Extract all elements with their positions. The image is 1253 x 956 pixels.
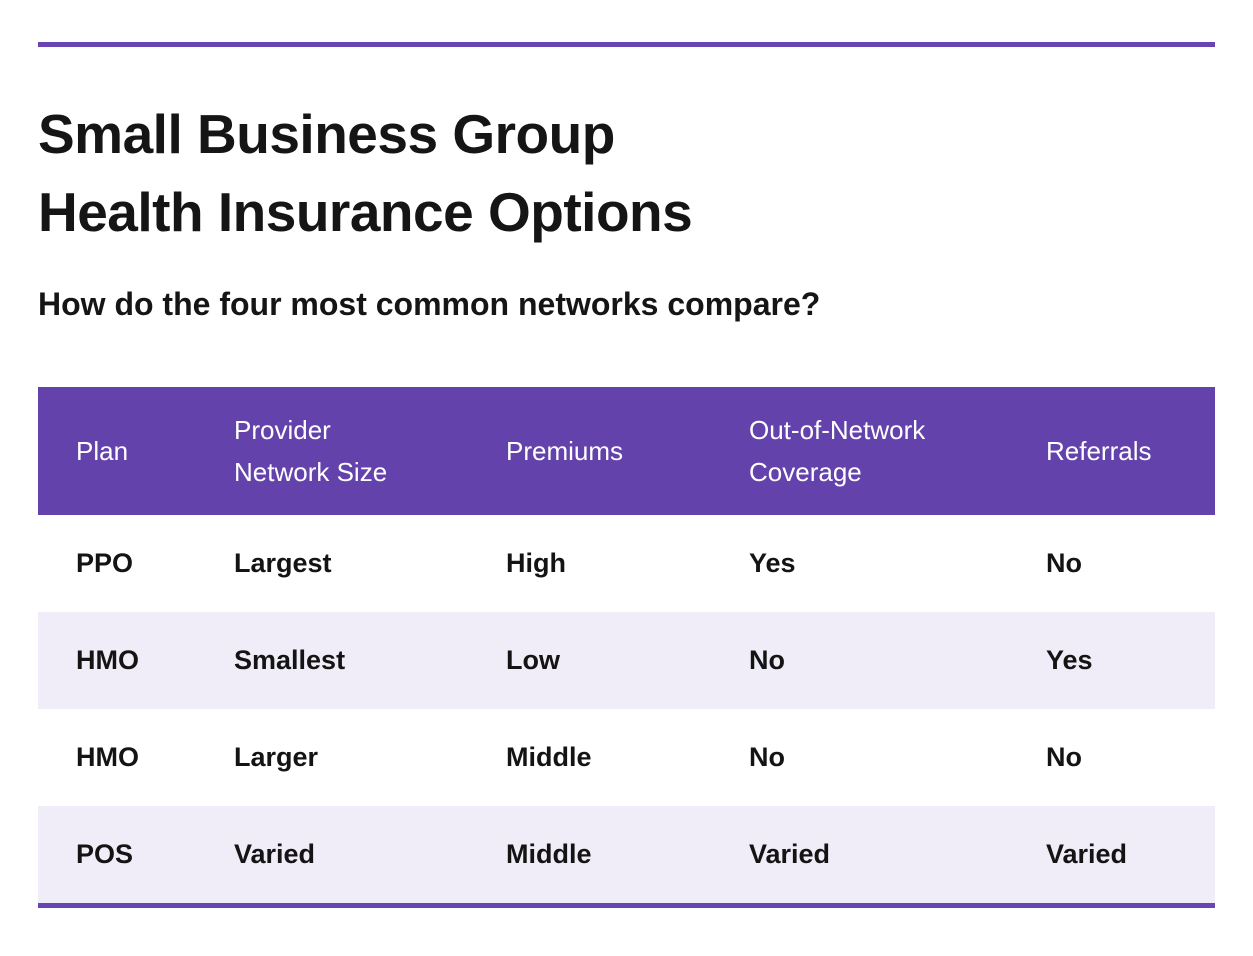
cell-out-of-network-coverage: Varied: [749, 839, 831, 869]
cell-premiums: High: [506, 548, 566, 578]
table-row-pos: POS Varied Middle Varied Varied: [38, 806, 1215, 903]
cell-plan: HMO: [76, 645, 139, 675]
cell-network-size: Varied: [234, 839, 316, 869]
cell-premiums: Middle: [506, 742, 592, 772]
cell-referrals: Yes: [1046, 645, 1093, 675]
cell-premiums: Low: [506, 645, 560, 675]
table-row-ppo: PPO Largest High Yes No: [38, 515, 1215, 612]
column-header-out-of-network-coverage: Out-of-Network Coverage: [749, 415, 926, 487]
page-title: Small Business Group Health Insurance Op…: [38, 95, 1215, 251]
table-header: Plan Provider Network Size Premiums Out-…: [38, 387, 1215, 515]
column-header-premiums: Premiums: [506, 436, 624, 466]
cell-network-size: Smallest: [234, 645, 346, 675]
page-title-line2: Health Insurance Options: [38, 181, 693, 243]
cell-out-of-network-coverage: No: [749, 645, 785, 675]
cell-premiums: Middle: [506, 839, 592, 869]
cell-plan: PPO: [76, 548, 134, 578]
column-header-network-size: Provider Network Size: [234, 415, 388, 487]
header-row: Plan Provider Network Size Premiums Out-…: [38, 387, 1215, 515]
column-header-plan: Plan: [76, 436, 129, 466]
cell-referrals: Varied: [1046, 839, 1128, 869]
page-title-line1: Small Business Group: [38, 103, 615, 165]
bottom-rule: [38, 903, 1215, 908]
comparison-table: Plan Provider Network Size Premiums Out-…: [38, 387, 1215, 903]
page-subtitle: How do the four most common networks com…: [38, 286, 821, 322]
cell-network-size: Larger: [234, 742, 319, 772]
table-row-hmo-larger: HMO Larger Middle No No: [38, 709, 1215, 806]
infographic: Small Business Group Health Insurance Op…: [38, 42, 1215, 908]
cell-network-size: Largest: [234, 548, 332, 578]
column-header-referrals: Referrals: [1046, 436, 1152, 466]
cell-plan: HMO: [76, 742, 139, 772]
table-body: PPO Largest High Yes No HMO Smallest Low…: [38, 515, 1215, 903]
cell-out-of-network-coverage: Yes: [749, 548, 796, 578]
top-rule: [38, 42, 1215, 47]
cell-plan: POS: [76, 839, 134, 869]
table-row-hmo-smallest: HMO Smallest Low No Yes: [38, 612, 1215, 709]
cell-out-of-network-coverage: No: [749, 742, 785, 772]
cell-referrals: No: [1046, 742, 1082, 772]
cell-referrals: No: [1046, 548, 1082, 578]
